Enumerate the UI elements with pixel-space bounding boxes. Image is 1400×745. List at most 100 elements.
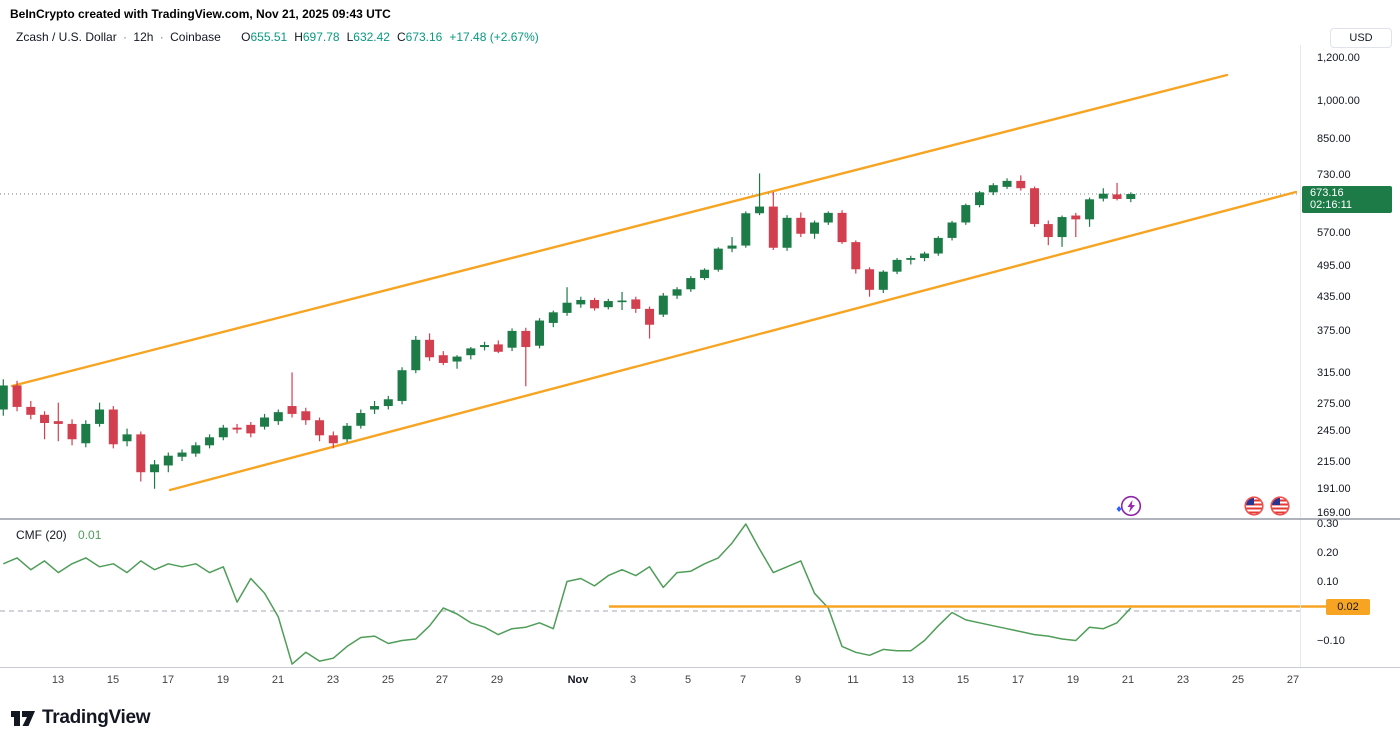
time-axis-label: 23 [326, 674, 340, 686]
candle-down [425, 339, 435, 358]
candle-down [837, 212, 847, 243]
channel-lower-trendline[interactable] [168, 190, 1298, 492]
candle-up [370, 406, 380, 410]
candle-down [12, 385, 22, 407]
time-axis-label: 5 [684, 674, 692, 686]
candle-up [480, 345, 490, 348]
candle-down [851, 242, 861, 270]
candle-up [947, 222, 957, 238]
indicator-legend[interactable]: CMF (20) 0.01 [16, 528, 101, 542]
candle-up [342, 425, 352, 440]
candle-up [562, 302, 572, 313]
candle-up [452, 356, 462, 362]
price-axis-label: 570.00 [1317, 227, 1351, 239]
time-axis-label: 19 [1066, 674, 1080, 686]
exchange-label: Coinbase [170, 30, 221, 44]
candle-down [521, 330, 531, 348]
candle-up [576, 299, 586, 305]
candle-up [686, 278, 696, 290]
price-axis-label: 0.20 [1317, 547, 1339, 559]
candle-up [0, 385, 8, 410]
candle-down [26, 406, 36, 415]
attribution-text: BeInCrypto created with TradingView.com,… [10, 7, 391, 21]
time-axis-label: 21 [1121, 674, 1135, 686]
us-economic-event-icons[interactable] [1243, 495, 1293, 519]
time-axis-label: 19 [216, 674, 230, 686]
candle-up [150, 464, 160, 473]
cmf-line [3, 523, 1132, 665]
currency-toggle-button[interactable]: USD [1330, 28, 1392, 48]
candle-up [741, 213, 751, 246]
chart-event-lightning-icon[interactable] [1112, 492, 1144, 520]
candle-down [1016, 180, 1026, 189]
candle-up [356, 413, 366, 426]
candle-up [906, 258, 916, 260]
high-label: H [294, 30, 303, 44]
time-axis[interactable]: 13 15 17 19 21 23 25 27 29 Nov 3 5 7 9 11 13 15 17 19 21 23 2… [0, 668, 1300, 694]
tradingview-logo-text: TradingView [42, 707, 151, 728]
candle-up [892, 259, 902, 272]
candle-up [1002, 180, 1012, 187]
bar-countdown: 02:16:11 [1310, 199, 1353, 211]
candle-down [796, 217, 806, 234]
ohlc-readout: O655.51 H697.78 L632.42 C673.16 +17.48 (+2.6… [234, 30, 539, 44]
candle-up [383, 399, 393, 407]
time-axis-label: 25 [381, 674, 395, 686]
candle-up [782, 217, 792, 248]
candle-up [1098, 193, 1108, 199]
candle-up [988, 185, 998, 193]
candle-up [1126, 194, 1136, 199]
candle-up [603, 301, 613, 308]
price-axis-label: 375.00 [1317, 325, 1351, 337]
pane-divider[interactable] [0, 518, 1400, 520]
candle-down [301, 411, 311, 421]
candle-up [205, 437, 215, 446]
time-axis-label: 23 [1176, 674, 1190, 686]
candle-up [975, 192, 985, 206]
legend-separator: · [123, 30, 128, 44]
indicator-title: CMF (20) [16, 528, 67, 542]
channel-upper-trendline[interactable] [10, 73, 1229, 388]
time-axis-label: 7 [739, 674, 747, 686]
legend-separator: · [159, 30, 164, 44]
time-axis-label: Nov [567, 674, 589, 686]
candle-up [1057, 217, 1067, 238]
price-axis-label: 191.00 [1317, 483, 1351, 495]
time-axis-label: 17 [1011, 674, 1025, 686]
us-flag-icon [1244, 496, 1264, 516]
candle-up [810, 222, 820, 234]
price-axis-label: −0.10 [1317, 635, 1345, 647]
candle-up [700, 269, 710, 279]
tradingview-logo-link[interactable]: TradingView [10, 703, 151, 733]
price-axis-label: 0.30 [1317, 518, 1339, 530]
high-value: 697.78 [302, 30, 340, 44]
price-axis[interactable]: 1,200.00 1,000.00 850.00 730.00 570.00 495.00… [1312, 45, 1400, 667]
time-axis-label: 3 [629, 674, 637, 686]
time-axis-label: 13 [51, 674, 65, 686]
candle-up [1085, 199, 1095, 220]
time-axis-label: 15 [956, 674, 970, 686]
candle-up [81, 423, 91, 444]
candle-up [727, 245, 737, 249]
symbol-title: Zcash / U.S. Dollar [16, 30, 117, 44]
price-axis-label: 435.00 [1317, 291, 1351, 303]
candle-down [328, 435, 338, 444]
candle-down [493, 344, 503, 352]
candle-down [315, 420, 325, 436]
candle-up [755, 206, 765, 214]
candle-up [273, 412, 283, 422]
close-label: C [396, 30, 406, 44]
price-axis-label: 1,200.00 [1317, 52, 1360, 64]
time-axis-label: 9 [794, 674, 802, 686]
candle-up [466, 348, 476, 356]
open-value: 655.51 [250, 30, 288, 44]
us-flag-icon [1270, 496, 1290, 516]
candle-up [672, 289, 682, 296]
symbol-legend[interactable]: Zcash / U.S. Dollar · 12h · Coinbase O65… [16, 30, 539, 44]
low-label: L [346, 30, 354, 44]
time-axis-label: 29 [490, 674, 504, 686]
candle-down [1043, 224, 1053, 238]
close-value: 673.16 [405, 30, 443, 44]
